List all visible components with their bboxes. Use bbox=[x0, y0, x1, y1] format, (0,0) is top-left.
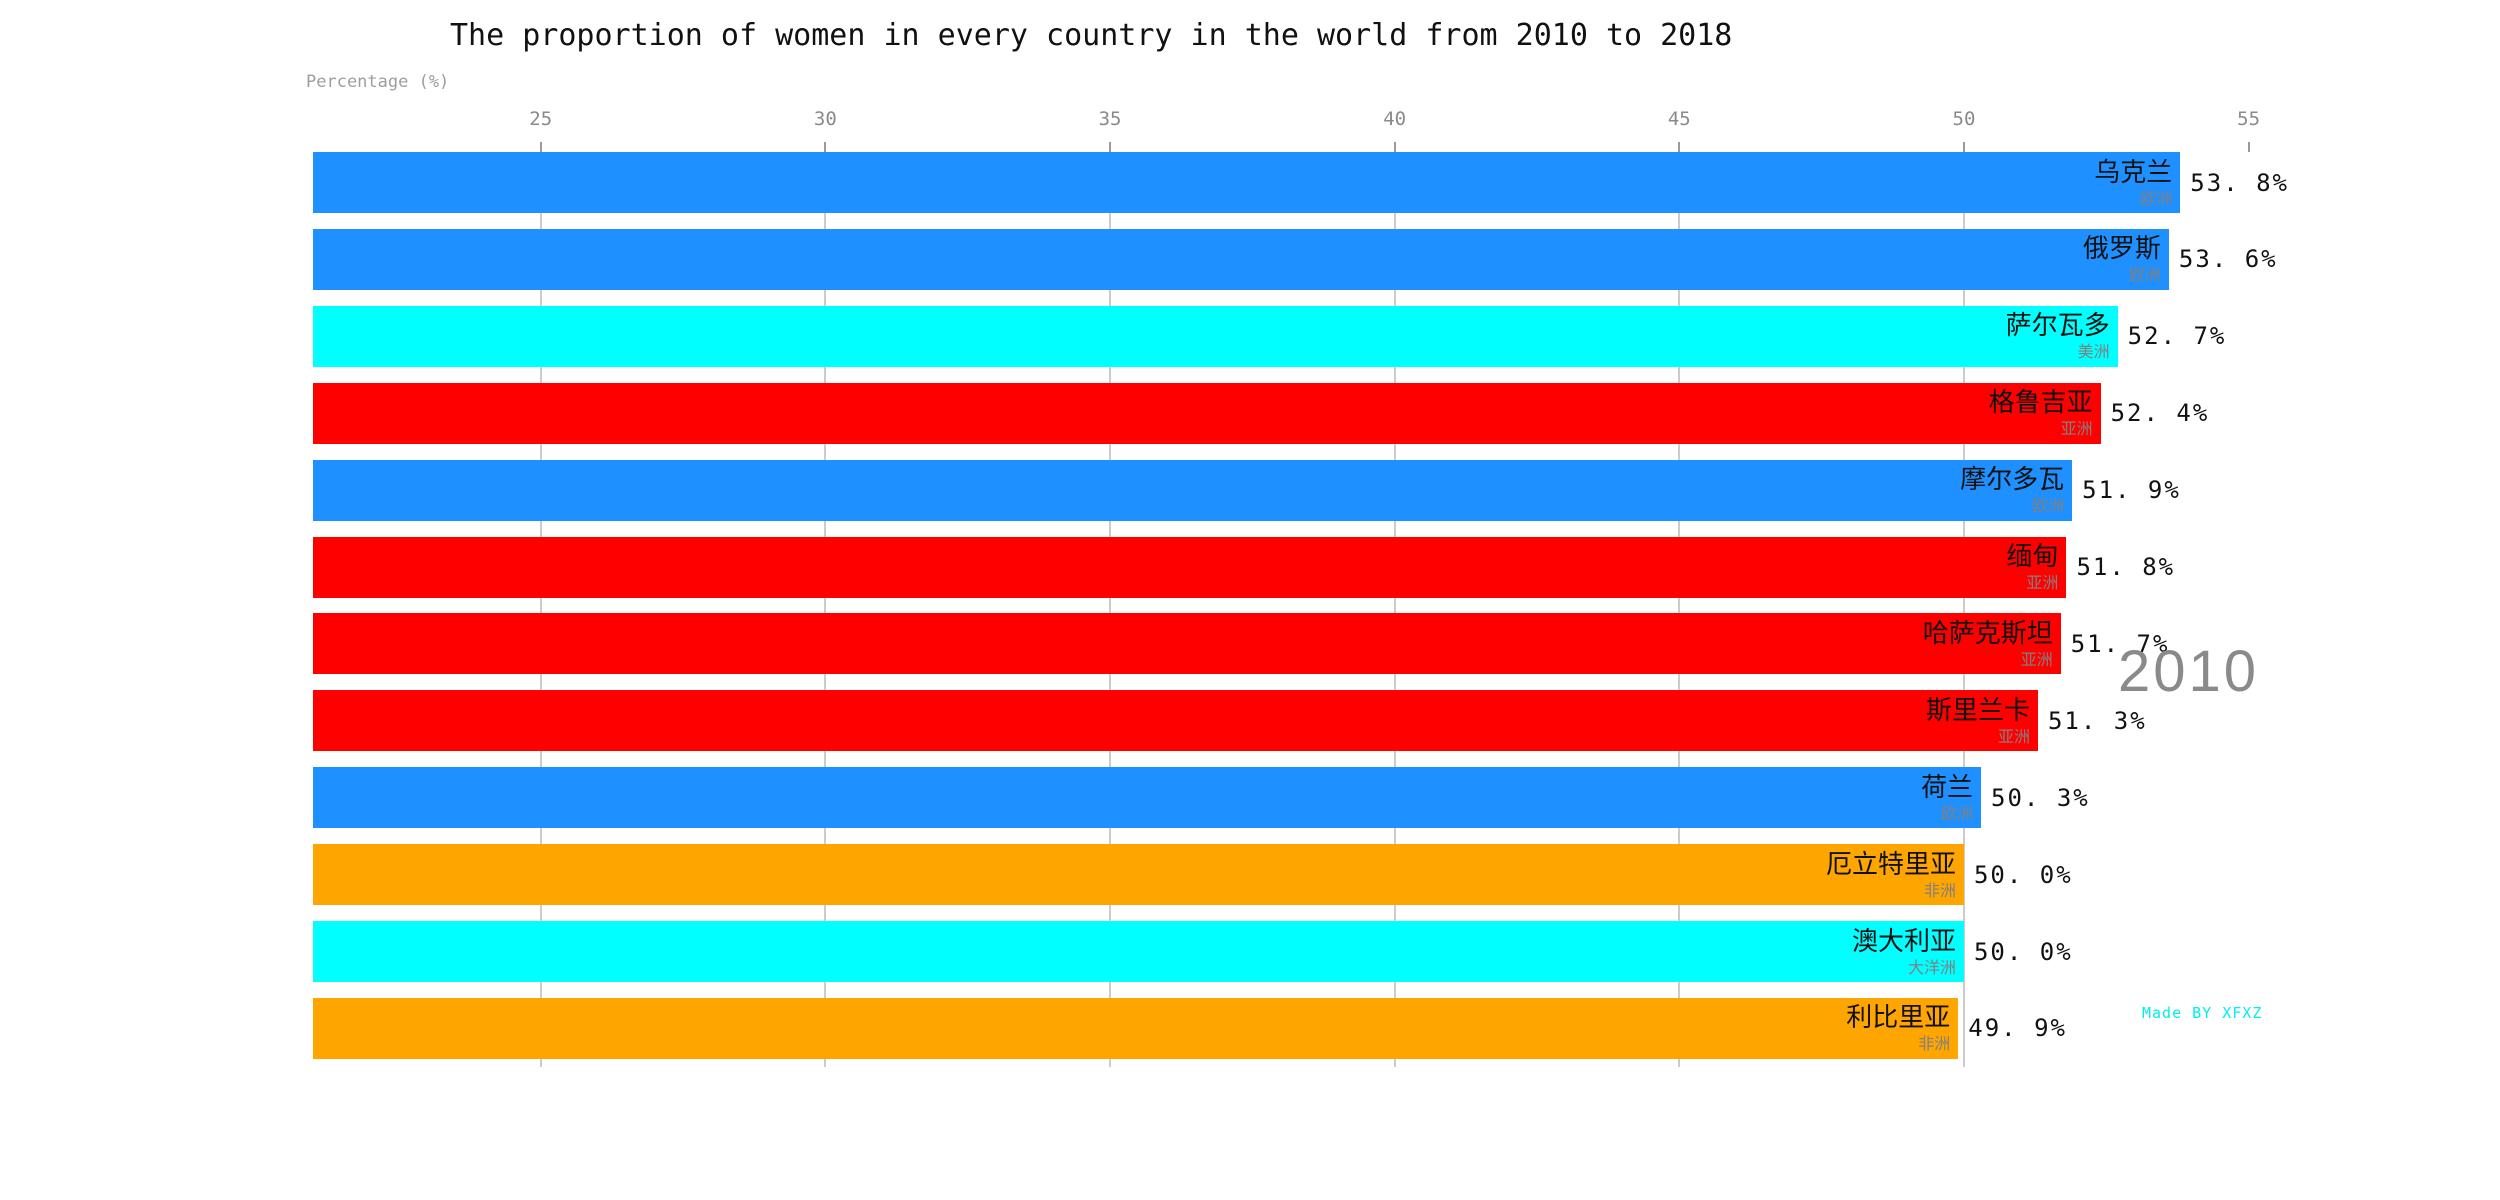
country-label: 厄立特里亚 bbox=[1825, 849, 1956, 880]
bar: 荷兰 欧洲 bbox=[313, 767, 1982, 829]
bar-row: 厄立特里亚 非洲 50. 0% bbox=[313, 844, 2260, 906]
country-label: 格鲁吉亚 bbox=[1988, 388, 2093, 419]
gridline bbox=[1678, 142, 1681, 1067]
value-label: 50. 3% bbox=[1991, 783, 2090, 812]
continent-label: 大洋洲 bbox=[1907, 957, 1956, 977]
country-label: 斯里兰卡 bbox=[1925, 695, 2030, 726]
continent-label: 欧洲 bbox=[2032, 496, 2065, 516]
country-label: 澳大利亚 bbox=[1851, 926, 1956, 957]
year-label: 2010 bbox=[2118, 639, 2260, 704]
bar-row: 荷兰 欧洲 50. 3% bbox=[313, 767, 2260, 829]
bar: 利比里亚 非洲 bbox=[313, 997, 1959, 1059]
bar: 萨尔瓦多 美洲 bbox=[313, 305, 2118, 367]
bar-row: 萨尔瓦多 美洲 52. 7% bbox=[313, 305, 2260, 367]
country-label: 缅甸 bbox=[2006, 542, 2059, 572]
plot-area: 25 30 35 40 45 50 55 乌克兰 欧洲 53. 8% bbox=[313, 108, 2287, 1067]
continent-label: 非洲 bbox=[1923, 880, 1956, 900]
tick-label: 50 bbox=[1952, 108, 1976, 130]
continent-label: 亚洲 bbox=[1997, 726, 2030, 746]
tick-mark bbox=[2247, 142, 2250, 152]
tick-label: 30 bbox=[813, 108, 837, 130]
bar-row: 哈萨克斯坦 亚洲 51. 7% bbox=[313, 613, 2260, 675]
continent-label: 欧洲 bbox=[2140, 188, 2173, 208]
country-label: 乌克兰 bbox=[2094, 157, 2173, 188]
value-label: 52. 7% bbox=[2127, 322, 2227, 351]
bar-row: 澳大利亚 大洋洲 50. 0% bbox=[313, 921, 2260, 982]
bar-row: 利比里亚 非洲 49. 9% bbox=[313, 997, 2260, 1059]
bar: 俄罗斯 欧洲 bbox=[313, 228, 2169, 290]
gridline bbox=[1393, 142, 1396, 1067]
bar: 澳大利亚 大洋洲 bbox=[313, 921, 1964, 982]
tick-mark bbox=[1962, 142, 1965, 152]
value-label: 49. 9% bbox=[1968, 1014, 2067, 1043]
value-label: 51. 3% bbox=[2047, 706, 2147, 735]
bar: 格鲁吉亚 亚洲 bbox=[313, 382, 2101, 444]
value-label: 51. 9% bbox=[2082, 476, 2181, 505]
value-label: 50. 0% bbox=[1973, 860, 2073, 889]
continent-label: 美洲 bbox=[2077, 342, 2110, 362]
value-label: 53. 8% bbox=[2190, 168, 2289, 197]
tick-mark bbox=[1109, 142, 1112, 152]
country-label: 俄罗斯 bbox=[2082, 234, 2161, 265]
country-label: 萨尔瓦多 bbox=[2005, 311, 2110, 342]
chart-title: The proportion of women in every country… bbox=[450, 18, 1733, 53]
country-label: 利比里亚 bbox=[1846, 1003, 1951, 1034]
bar: 斯里兰卡 亚洲 bbox=[313, 690, 2038, 752]
tick-mark bbox=[1678, 142, 1681, 152]
bar: 缅甸 亚洲 bbox=[313, 536, 2067, 598]
gridline bbox=[1109, 142, 1112, 1067]
tick-label: 55 bbox=[2237, 108, 2261, 130]
country-label: 荷兰 bbox=[1921, 772, 1974, 803]
bar: 乌克兰 欧洲 bbox=[313, 152, 2181, 213]
country-label: 哈萨克斯坦 bbox=[1922, 618, 2053, 649]
continent-label: 亚洲 bbox=[2020, 649, 2053, 669]
tick-label: 40 bbox=[1383, 108, 1407, 130]
bar: 厄立特里亚 非洲 bbox=[313, 844, 1964, 906]
continent-label: 欧洲 bbox=[1941, 803, 1974, 823]
gridline bbox=[539, 142, 542, 1067]
continent-label: 非洲 bbox=[1918, 1034, 1951, 1054]
value-label: 52. 4% bbox=[2110, 399, 2210, 428]
continent-label: 亚洲 bbox=[2026, 573, 2059, 592]
bar: 摩尔多瓦 欧洲 bbox=[313, 459, 2073, 521]
bar-row: 格鲁吉亚 亚洲 52. 4% bbox=[313, 382, 2260, 444]
tick-mark bbox=[539, 142, 542, 152]
bar-row: 乌克兰 欧洲 53. 8% bbox=[313, 152, 2287, 213]
watermark: Made BY XFXZ bbox=[2142, 1004, 2263, 1022]
country-label: 摩尔多瓦 bbox=[1960, 465, 2065, 496]
gridline bbox=[1962, 142, 1965, 1067]
bar: 哈萨克斯坦 亚洲 bbox=[313, 613, 2061, 675]
tick-mark bbox=[1393, 142, 1396, 152]
bar-row: 俄罗斯 欧洲 53. 6% bbox=[313, 228, 2276, 290]
tick-label: 45 bbox=[1667, 108, 1691, 130]
bar-row: 缅甸 亚洲 51. 8% bbox=[313, 536, 2260, 598]
continent-label: 亚洲 bbox=[2060, 419, 2093, 439]
bar-row: 摩尔多瓦 欧洲 51. 9% bbox=[313, 459, 2260, 521]
axis-title: Percentage (%) bbox=[306, 72, 450, 92]
value-label: 51. 8% bbox=[2076, 553, 2176, 581]
bar-row: 斯里兰卡 亚洲 51. 3% bbox=[313, 690, 2260, 752]
value-label: 50. 0% bbox=[1973, 937, 2073, 966]
tick-mark bbox=[824, 142, 827, 152]
tick-label: 35 bbox=[1098, 108, 1122, 130]
tick-label: 25 bbox=[529, 108, 553, 130]
continent-label: 欧洲 bbox=[2128, 265, 2161, 285]
gridline bbox=[824, 142, 827, 1067]
value-label: 53. 6% bbox=[2178, 245, 2278, 274]
value-label: 51. 7% bbox=[2070, 629, 2170, 658]
